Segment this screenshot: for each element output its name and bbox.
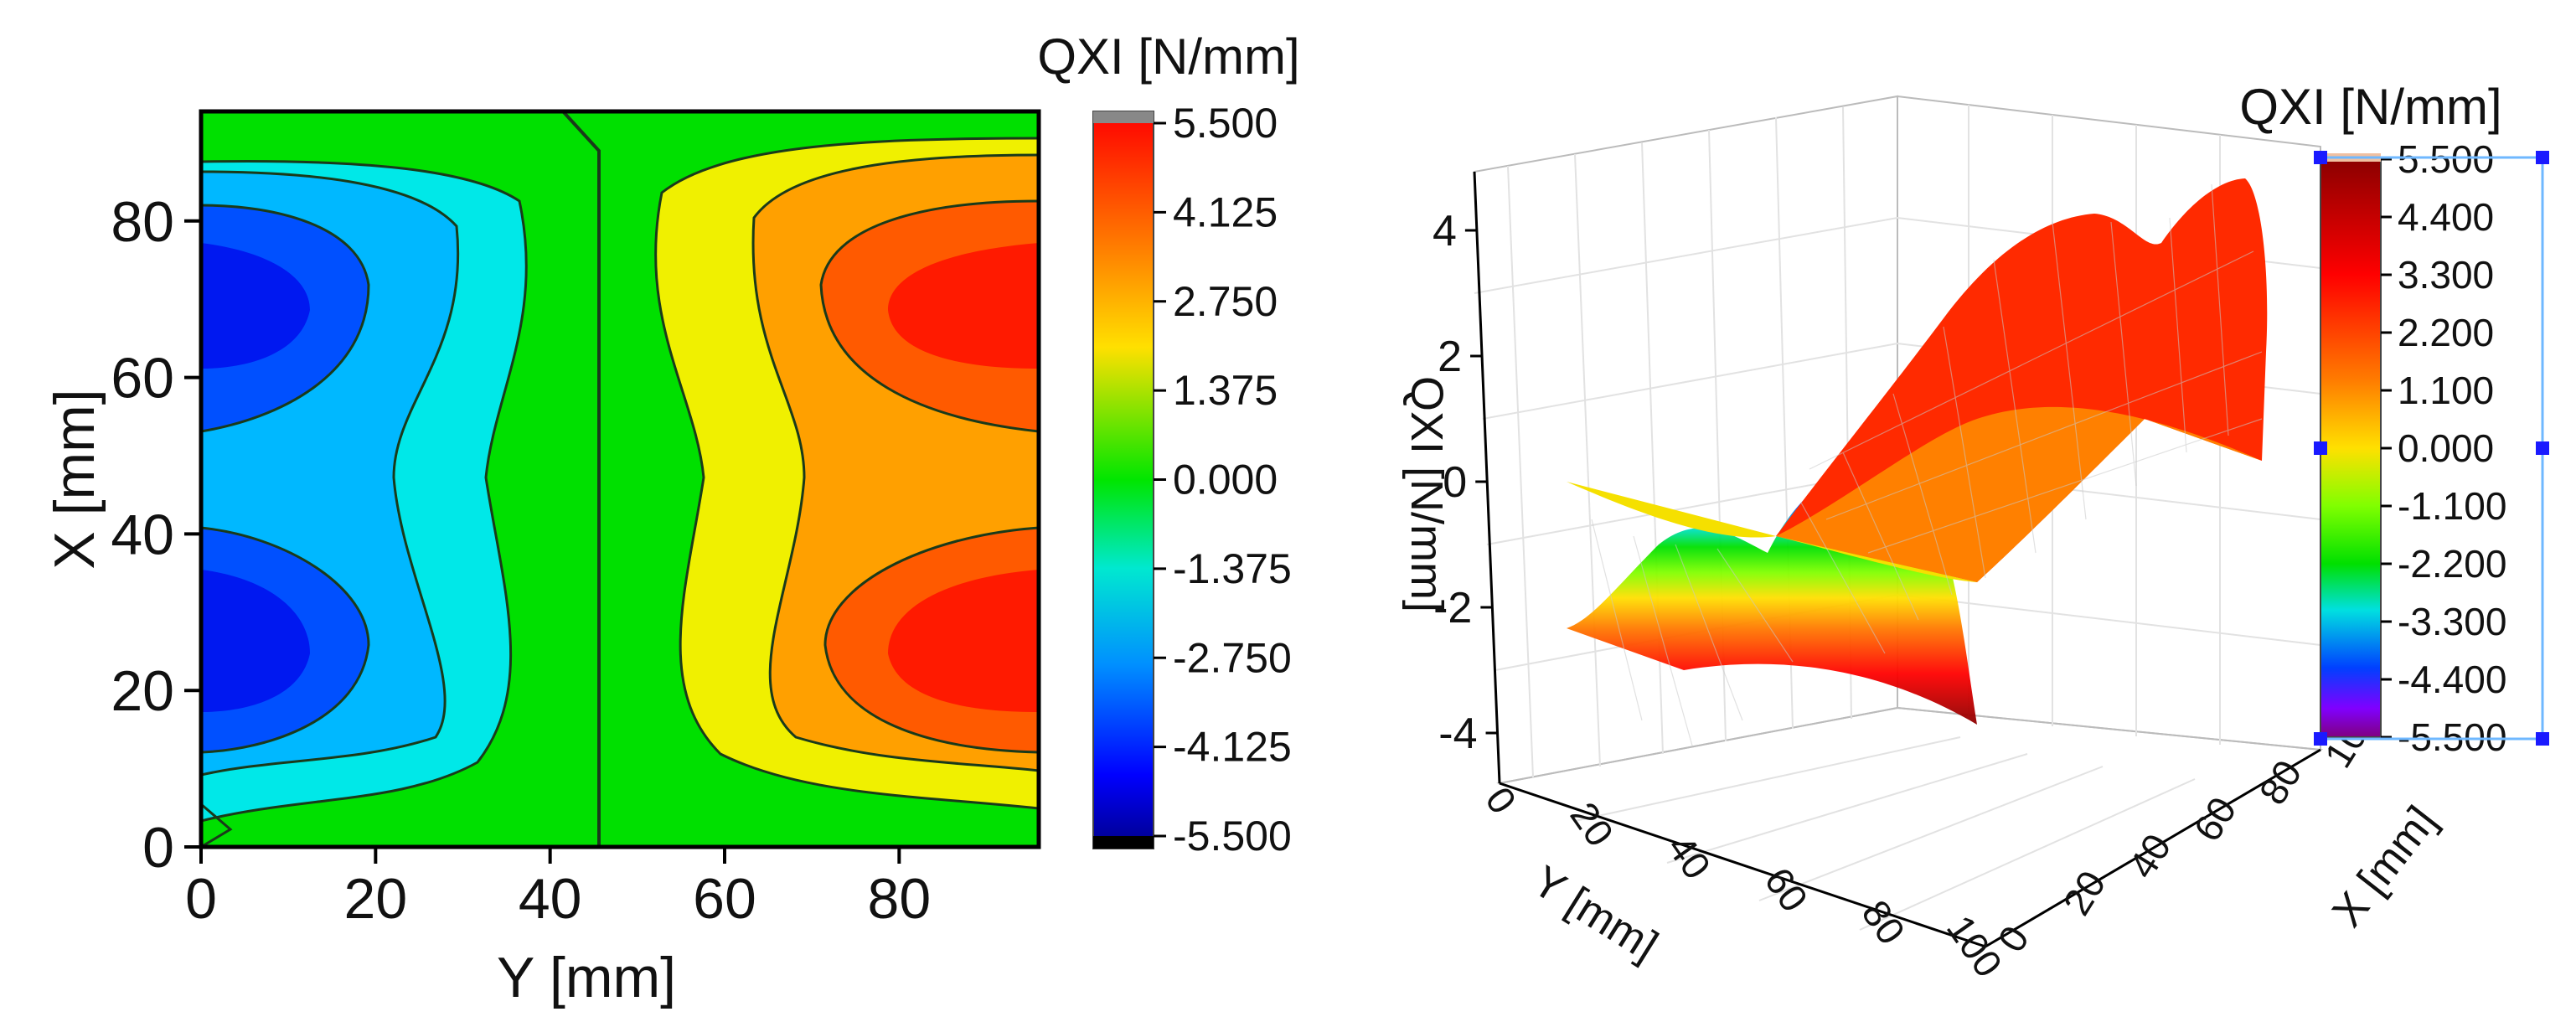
colorbar-2-title: QXI [N/mm] (2239, 79, 2501, 135)
surface-x-tick-label: 40 (2119, 826, 2179, 885)
contour-line-p2 (819, 199, 1039, 433)
contour-y-tick-label: 20 (111, 659, 174, 723)
contour-positive-max (888, 243, 1039, 712)
contour-x-tick-label: 20 (344, 867, 408, 931)
colorbar-1-overflow (1093, 111, 1154, 123)
colorbar-2-label: -3.300 (2398, 600, 2506, 643)
selection-handle-top-right[interactable] (2536, 151, 2549, 164)
surface-y-tick-label: 80 (1853, 892, 1913, 952)
contour-line-n3 (201, 526, 370, 754)
colorbar-1 (1092, 111, 1154, 849)
contour-x-tick-label: 40 (519, 867, 582, 931)
contour-line-p4 (751, 153, 1039, 772)
surface-y-tick-label: 0 (1477, 779, 1525, 822)
contour-line-p1 (654, 137, 1039, 810)
contour-plot: 0 20 40 60 80 0 20 40 60 80 Y [mm] X [mm] QXI [N/… (43, 28, 1300, 1009)
contour-frame (199, 109, 1041, 849)
colorbar-2-label: 0.000 (2398, 426, 2494, 470)
contour-y-tick-label: 0 (142, 816, 174, 880)
surface-z-axis-label: QXI [N/mm] (1402, 376, 1452, 612)
surface-y-tick-label: 60 (1756, 859, 1816, 920)
surface-mesh (1567, 178, 2268, 746)
selection-handle-mid-left[interactable] (2314, 441, 2327, 455)
contour-zero-line (561, 111, 601, 847)
surface-x-axis (1985, 748, 2321, 948)
colorbar-2-label: 2.200 (2398, 311, 2494, 354)
colorbar-1-label: -4.125 (1173, 724, 1292, 771)
contour-y-axis-label: X [mm] (43, 389, 106, 569)
contour-line-n1 (201, 160, 528, 823)
contour-y-tick-label: 40 (111, 503, 174, 566)
surface-y-tick-label: 40 (1659, 827, 1719, 887)
colorbar-1-label: 1.375 (1173, 367, 1278, 414)
contour-negative-max (201, 243, 310, 712)
surface-y-axis-label: Y [mm] (1524, 857, 1666, 971)
contour-line-p3 (823, 526, 1039, 754)
contour-x-tick-label: 80 (868, 867, 932, 931)
colorbar-1-label: 0.000 (1173, 457, 1278, 503)
contour-x-tick-label: 0 (185, 867, 217, 931)
colorbar-2-label: 4.400 (2398, 195, 2494, 239)
colorbar-1-labels: 5.500 4.125 2.750 1.375 0.000 -1.375 -2.750 -4.… (1154, 100, 1292, 859)
surface-mesh-lines (1591, 183, 2263, 746)
selection-handle-bottom-right[interactable] (2536, 732, 2549, 746)
colorbar-1-label: -5.500 (1173, 813, 1292, 859)
contour-line-n2 (201, 204, 370, 433)
colorbar-2-label: 1.100 (2398, 369, 2494, 412)
surface-back-wall-left (1473, 95, 1898, 785)
colorbar-2-label: -2.200 (2398, 542, 2506, 586)
surface-x-tick-label: 20 (2054, 863, 2114, 922)
surface-rise-flank (1776, 406, 2262, 582)
contour-corner-line (201, 803, 233, 847)
colorbar-1-underflow (1093, 836, 1154, 849)
surface-x-axis-label: X [mm] (2323, 797, 2446, 936)
colorbar-1-title: QXI [N/mm] (1037, 28, 1299, 85)
colorbar-1-label: -1.375 (1173, 545, 1292, 592)
surface-z-tick-label: -2 (1433, 584, 1472, 632)
colorbar-2 (2320, 158, 2382, 738)
colorbar-1-label: 5.500 (1173, 100, 1278, 147)
colorbar-2-label: 3.300 (2398, 253, 2494, 297)
contour-axes: 0 20 40 60 80 0 20 40 60 80 (111, 190, 931, 931)
colorbar-2-label: 5.500 (2398, 137, 2494, 181)
surface-y-axis (1499, 782, 1986, 948)
contour-x-tick-label: 60 (693, 867, 756, 931)
colorbar-2-label: -5.500 (2398, 715, 2506, 759)
selection-handle-mid-right[interactable] (2536, 441, 2549, 455)
colorbar-1-label: 4.125 (1173, 188, 1278, 235)
surface-z-tick-label: -4 (1438, 710, 1477, 758)
surface-z-tick-label: 0 (1443, 458, 1467, 507)
colorbar-2-label: -4.400 (2398, 658, 2506, 701)
colorbar-2-selection[interactable] (2314, 151, 2549, 746)
surface-z-axis (1473, 171, 1501, 784)
surface-z-tick-label: 2 (1438, 333, 1462, 381)
selection-handle-bottom-left[interactable] (2314, 732, 2327, 746)
colorbar-1-label: 2.750 (1173, 278, 1278, 325)
colorbar-2-label: -1.100 (2398, 484, 2506, 528)
contour-x-axis-label: Y [mm] (497, 946, 676, 1009)
surface-y-tick-label: 20 (1562, 794, 1622, 854)
surface-axis-lines (1473, 171, 2321, 948)
contour-y-tick-label: 60 (111, 347, 174, 410)
colorbar-2-labels: 5.500 4.400 3.300 2.200 1.100 0.000 -1.100 -2.2… (2381, 137, 2506, 759)
selection-handle-top-left[interactable] (2314, 151, 2327, 164)
contour-line-n4 (201, 170, 460, 777)
colorbar-1-label: -2.750 (1173, 634, 1292, 681)
contour-y-tick-label: 80 (111, 190, 174, 254)
surface-z-tick-label: 4 (1433, 207, 1457, 256)
surface-z-ticks: 4 2 0 -2 -4 (1433, 207, 1498, 758)
